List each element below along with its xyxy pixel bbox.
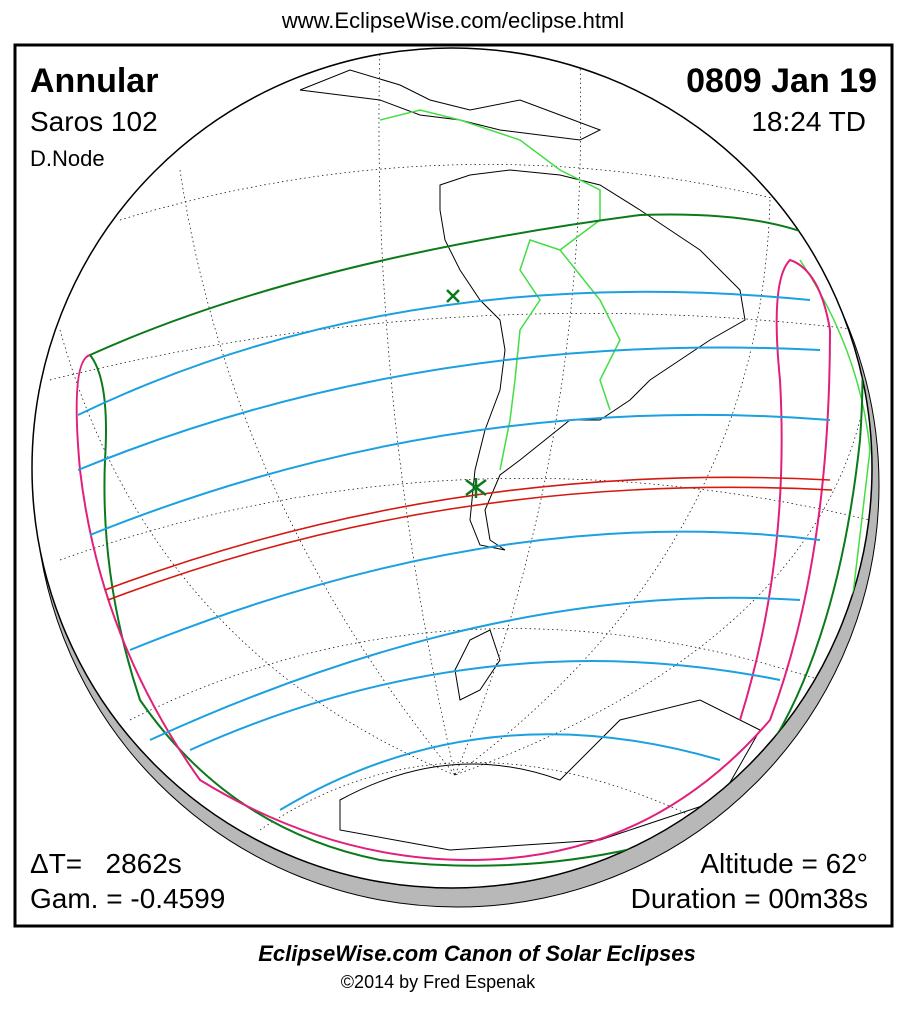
globe-content [49,49,871,867]
time: 18:24 TD [751,106,866,137]
duration: Duration = 00m38s [631,883,868,914]
url: www.EclipseWise.com/eclipse.html [281,8,624,33]
eclipse-type: Annular [30,62,158,100]
altitude: Altitude = 62° [700,848,868,879]
delta-t: ΔT= 2862s [30,848,182,879]
greatest-eclipse-marker [446,289,460,303]
frame [13,43,894,928]
date: 0809 Jan 19 [686,62,877,100]
gamma: Gam. = -0.4599 [30,883,225,914]
globe [31,47,873,889]
footer-title: EclipseWise.com Canon of Solar Eclipses [258,941,696,966]
graticule [49,49,871,831]
node: D.Node [30,146,105,171]
saros: Saros 102 [30,106,158,137]
subsolar-marker [465,478,487,498]
globe-group [31,47,880,908]
eclipse-paths [75,213,864,867]
copyright: ©2014 by Fred Espenak [341,972,536,992]
